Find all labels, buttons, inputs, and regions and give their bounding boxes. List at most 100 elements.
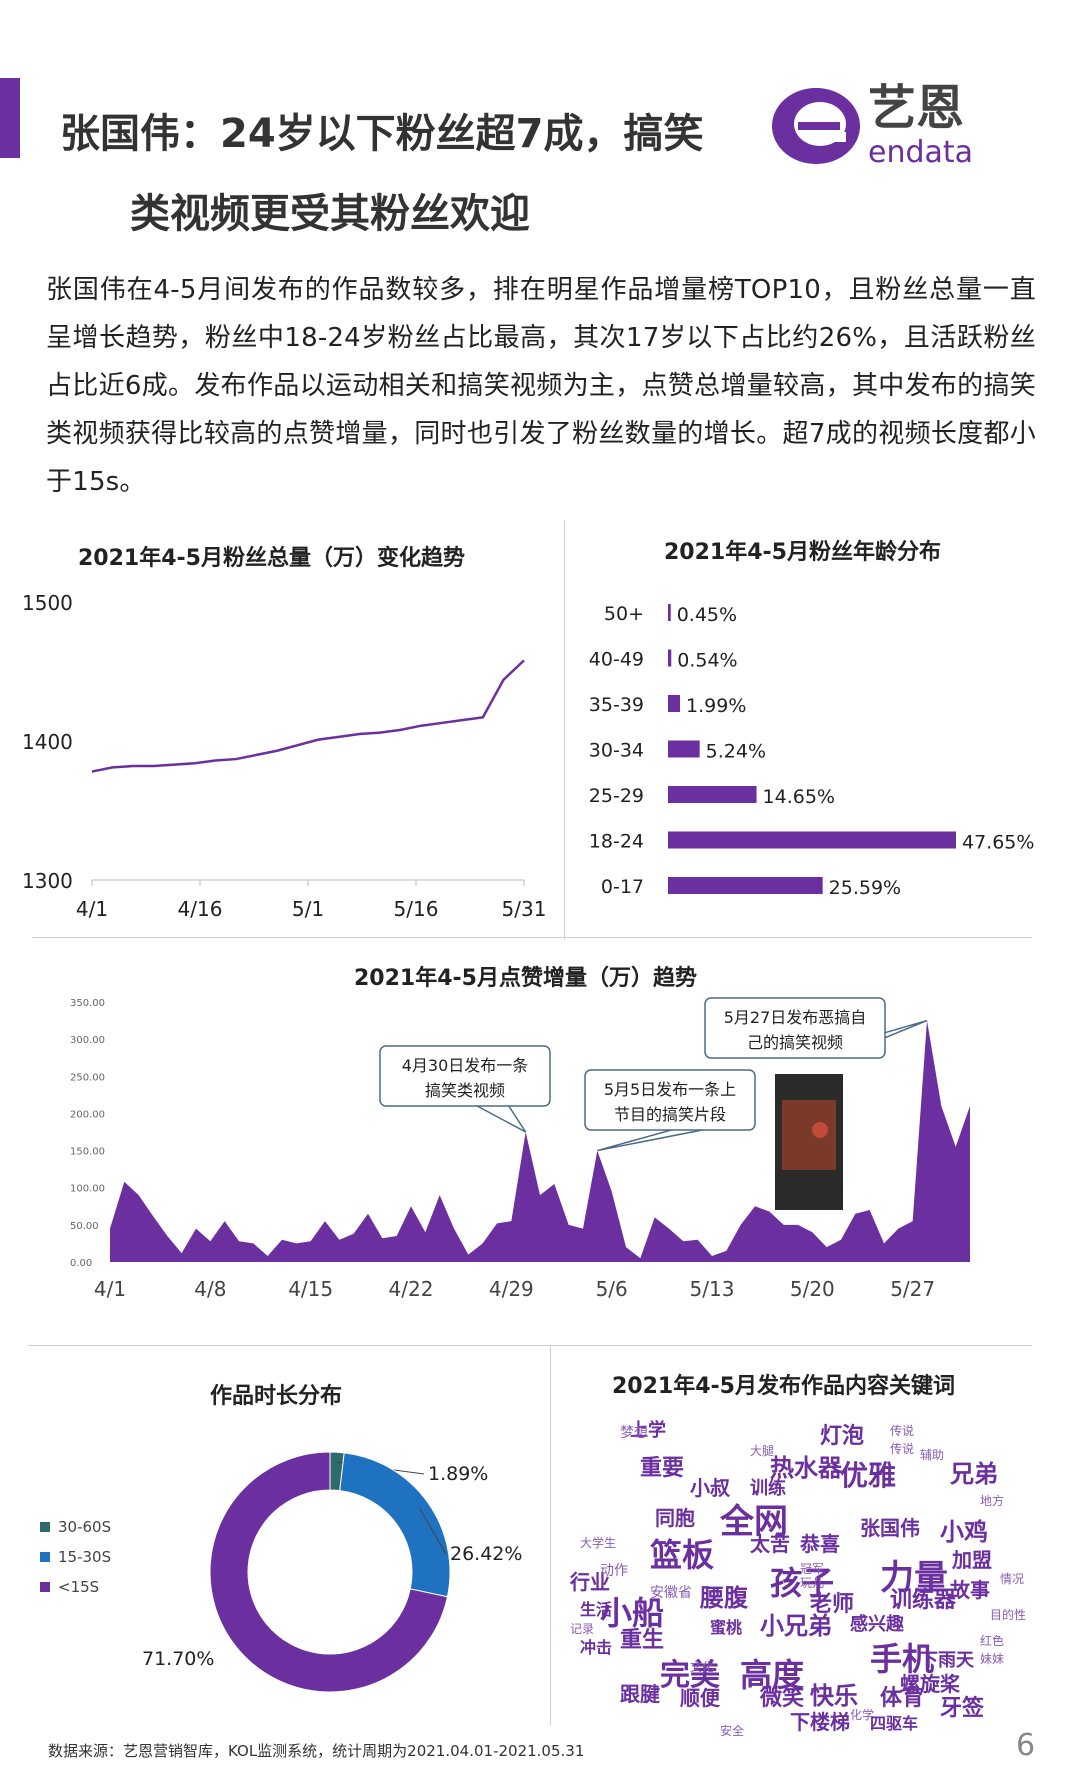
category-label: 50+ bbox=[604, 603, 644, 625]
x-tick-label: 5/20 bbox=[790, 1277, 835, 1301]
x-tick-label: 5/13 bbox=[690, 1277, 735, 1301]
thumbnail-scene bbox=[782, 1100, 836, 1170]
fans-series-line bbox=[91, 659, 525, 773]
category-label: 30-34 bbox=[589, 740, 644, 762]
keyword-word: 生活 bbox=[580, 1600, 613, 1619]
keyword-word: 体育 bbox=[880, 1686, 925, 1711]
keyword-word: 安徽省 bbox=[650, 1585, 692, 1601]
age-bar bbox=[668, 695, 681, 712]
keyword-word: 孩子 bbox=[770, 1564, 835, 1602]
x-tick-label: 4/1 bbox=[76, 897, 108, 920]
y-tick-label: 1300 bbox=[22, 869, 73, 893]
keyword-word: 太苦 bbox=[750, 1532, 790, 1556]
keyword-word: 优雅 bbox=[840, 1459, 897, 1492]
value-label: 25.59% bbox=[829, 877, 901, 899]
title-line-2: 类视频更受其粉丝欢迎 bbox=[130, 191, 530, 237]
callout-box bbox=[704, 997, 886, 1059]
category-label: 40-49 bbox=[589, 649, 644, 671]
x-tick-label: 4/29 bbox=[489, 1277, 534, 1301]
callout-pointer bbox=[597, 1127, 713, 1152]
legend-item-15-30s: 15-30S bbox=[40, 1542, 111, 1572]
video-thumbnail bbox=[775, 1074, 843, 1210]
keyword-word: 冠军 bbox=[800, 1562, 825, 1576]
keyword-word: 大学生 bbox=[580, 1536, 617, 1550]
callout-text-line2: 搞笑类视频 bbox=[425, 1081, 505, 1100]
keyword-word: 四驱车 bbox=[870, 1714, 919, 1733]
callout-text-line1: 4月30日发布一条 bbox=[402, 1056, 529, 1075]
keywords-title: 2021年4-5月发布作品内容关键词 bbox=[612, 1374, 955, 1399]
y-tick-label: 350.00 bbox=[70, 998, 105, 1009]
value-label: 47.65% bbox=[962, 832, 1034, 854]
keyword-word: 动作 bbox=[600, 1563, 628, 1579]
fans-trend-title: 2021年4-5月粉丝总量（万）变化趋势 bbox=[78, 546, 465, 571]
x-tick-label: 5/6 bbox=[596, 1277, 628, 1301]
likes-trend-title: 2021年4-5月点赞增量（万）趋势 bbox=[354, 966, 697, 991]
keyword-word: 热水器 bbox=[770, 1454, 842, 1482]
y-tick-label: 200.00 bbox=[70, 1109, 105, 1120]
page-number: 6 bbox=[1016, 1728, 1036, 1763]
legend-item-30-60s: 30-60S bbox=[40, 1512, 111, 1542]
keyword-word: 小鸡 bbox=[940, 1518, 988, 1546]
keyword-word: 小兄弟 bbox=[760, 1612, 832, 1640]
age-bar bbox=[668, 604, 671, 621]
keyword-word: 快乐 bbox=[810, 1682, 858, 1710]
y-tick-label: 1500 bbox=[22, 591, 73, 615]
legend-label: 30-60S bbox=[58, 1518, 112, 1536]
keyword-word: 地方 bbox=[980, 1494, 1005, 1508]
x-tick-label: 4/22 bbox=[389, 1277, 434, 1301]
keyword-word: 训练 bbox=[750, 1478, 786, 1499]
age-bar bbox=[668, 831, 956, 849]
x-tick-label: 4/15 bbox=[288, 1277, 333, 1301]
keyword-word: 小叔 bbox=[690, 1476, 730, 1500]
keyword-word: 微笑 bbox=[760, 1686, 805, 1711]
legend-swatch bbox=[40, 1522, 50, 1532]
keyword-word: 行业 bbox=[570, 1570, 610, 1594]
y-tick-label: 50.00 bbox=[70, 1221, 99, 1232]
value-label: 5.24% bbox=[706, 741, 766, 763]
keyword-word: 文化 bbox=[690, 1660, 715, 1674]
legend-item-under-15s: <15S bbox=[40, 1572, 111, 1602]
keyword-word: 传说 bbox=[890, 1442, 915, 1456]
x-tick-label: 5/16 bbox=[394, 897, 439, 920]
duration-donut-chart: 1.89% 26.42% 71.70% bbox=[142, 1451, 522, 1693]
keyword-word: 老师 bbox=[810, 1592, 855, 1617]
age-bar bbox=[668, 877, 823, 894]
keyword-word: 牙签 bbox=[940, 1696, 985, 1721]
y-tick-label: 300.00 bbox=[70, 1035, 105, 1046]
x-tick-label: 4/1 bbox=[94, 1277, 126, 1301]
keyword-word: 下雨天 bbox=[920, 1650, 974, 1671]
value-label: 0.45% bbox=[677, 604, 737, 626]
keyword-word: 情况 bbox=[1000, 1572, 1025, 1586]
thumbnail-figure bbox=[812, 1122, 828, 1138]
keyword-word: 加盟 bbox=[952, 1548, 992, 1572]
keyword-word: 恭喜 bbox=[800, 1532, 840, 1556]
logo-cn-text: 艺恩 bbox=[868, 80, 964, 136]
keyword-word: 妹妹 bbox=[980, 1652, 1005, 1666]
legend-swatch bbox=[40, 1582, 50, 1592]
x-tick-label: 5/1 bbox=[292, 897, 324, 920]
keyword-word: 安全 bbox=[720, 1724, 745, 1738]
callout-text-line2: 节目的搞笑片段 bbox=[614, 1105, 726, 1124]
y-tick-label: 1400 bbox=[22, 730, 73, 754]
keyword-word: 梦想 bbox=[620, 1425, 648, 1441]
slice-value-label: 1.89% bbox=[428, 1463, 488, 1485]
keyword-word: 全网 bbox=[720, 1502, 788, 1542]
divider-horizontal-2 bbox=[28, 1345, 1032, 1346]
keyword-word: 化学 bbox=[850, 1708, 875, 1722]
keyword-word: 篮板 bbox=[650, 1536, 715, 1574]
callout-text-line2: 己的搞笑视频 bbox=[747, 1033, 843, 1052]
duration-title: 作品时长分布 bbox=[210, 1384, 343, 1409]
legend-label: 15-30S bbox=[58, 1548, 112, 1566]
keyword-word: 感兴趣 bbox=[850, 1614, 904, 1635]
data-source-footnote: 数据来源：艺恩营销智库，KOL监测系统，统计周期为2021.04.01-2021… bbox=[48, 1742, 585, 1760]
divider-vertical-bottom bbox=[550, 1345, 551, 1725]
callout-text-line1: 5月27日发布恶搞自 bbox=[724, 1008, 867, 1027]
legend-swatch bbox=[40, 1552, 50, 1562]
y-tick-label: 250.00 bbox=[70, 1072, 105, 1083]
keyword-word: 小船 bbox=[600, 1594, 665, 1632]
keyword-word: 张国伟 bbox=[860, 1516, 920, 1540]
category-label: 25-29 bbox=[589, 785, 644, 807]
